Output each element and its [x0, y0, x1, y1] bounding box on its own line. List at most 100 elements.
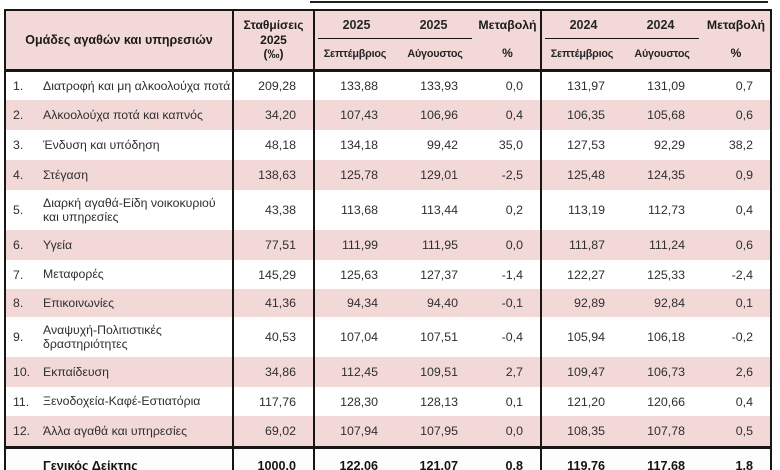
cell-change-2024: 2,6	[735, 365, 753, 379]
cell-index-sep-2024: 125,48	[567, 168, 605, 182]
cell-index-sep-2025: 94,34	[346, 296, 378, 310]
cell-change-2025: 2,7	[475, 357, 542, 387]
cell-change-2024: 0,7	[735, 79, 753, 93]
cell-index-aug-2024: 107,78	[647, 424, 685, 438]
cell-index-sep-2024: 122,27	[567, 267, 605, 282]
cell-category-label: Αλκοολούχα ποτά και καπνός	[43, 107, 203, 122]
header-month-row-2024: Σεπτέμβριος Αύγουστος	[542, 39, 702, 68]
header-weights-line3: (‰)	[263, 47, 284, 62]
cell-category: 11. Ξενοδοχεία-Καφέ-Εστιατόρια	[6, 387, 234, 416]
cell-category-label: Επικοινωνίες	[43, 295, 115, 310]
cell-row-number: 6.	[13, 238, 24, 252]
cell-category: 6. Υγεία	[6, 230, 234, 260]
table-row: 8. Επικοινωνίες 41,36 94,34 94,40 -0,1 9…	[6, 289, 770, 317]
cell-row-number: 9.	[13, 330, 24, 344]
header-year-2025-september: 2025	[342, 17, 371, 32]
cell-category: 7. Μεταφορές	[6, 260, 234, 289]
cell-change-2025: 0,0	[475, 416, 542, 446]
cell-index-aug-2024: 92,29	[653, 138, 685, 152]
cell-change-2024: 0,5	[735, 424, 753, 438]
cell-weight: 209,28	[234, 72, 315, 100]
cell-index-sep-2024: 108,35	[567, 424, 605, 438]
cell-index-sep-2024: 92,89	[573, 296, 605, 310]
cell-index-aug-2024: 106,18	[647, 330, 685, 344]
cell-change-2025: 0,0	[475, 230, 542, 260]
cell-weight: 41,36	[234, 289, 315, 317]
table-row: 5. Διαρκή αγαθά-Είδη νοικοκυριού και υπη…	[6, 190, 770, 230]
general-index-label: Γενικός Δείκτης	[43, 457, 138, 470]
header-month-september-2025: Σεπτέμβριος	[323, 47, 387, 60]
header-groups-of-goods: Ομάδες αγαθών και υπηρεσιών	[6, 11, 234, 69]
cell-change-2025: -1,4	[475, 260, 542, 289]
table-row: 6. Υγεία 77,51 111,99 111,95 0,0 111,87 …	[6, 230, 770, 260]
header-year-2024-august: 2024	[646, 17, 675, 32]
cell-change-2025: 0,1	[475, 387, 542, 416]
cell-index-aug-2025: 111,95	[421, 238, 458, 252]
table-row: 11. Ξενοδοχεία-Καφέ-Εστιατόρια 117,76 12…	[6, 387, 770, 416]
cell-index-sep-2024: 111,87	[568, 238, 605, 252]
cell-index-aug-2024: 124,35	[647, 168, 685, 182]
cell-index-sep-2025: 107,94	[340, 424, 378, 438]
header-change-2025-word: Μεταβολή	[478, 18, 537, 32]
cell-category-label: Ξενοδοχεία-Καφέ-Εστιατόρια	[43, 394, 201, 409]
header-change-2024-percent: %	[730, 46, 742, 60]
cell-index-aug-2025: 106,96	[420, 108, 458, 122]
header-group-2024: 2024 2024 Σεπτέμβριος Αύγουστος	[542, 11, 702, 69]
cell-weight: 48,18	[234, 130, 315, 160]
cell-category-label: Διαρκή αγαθά-Είδη νοικοκυριού και υπηρεσ…	[43, 195, 216, 225]
cell-index-sep-2024: 121,20	[567, 394, 605, 409]
cell-weight: 138,63	[234, 160, 315, 190]
cell-row-number: 8.	[13, 296, 24, 310]
cell-change-2024: 0,9	[735, 168, 753, 182]
cell-category: 5. Διαρκή αγαθά-Είδη νοικοκυριού και υπη…	[6, 190, 234, 230]
cell-change-2024: -0,2	[731, 330, 753, 344]
cell-total-index-aug-2025: 121.07	[419, 459, 458, 470]
cell-change-2024: 0,4	[735, 203, 753, 217]
cell-index-aug-2024: 92,84	[653, 296, 685, 310]
header-year-row-2025: 2025 2025	[318, 11, 472, 39]
cell-index-aug-2024: 125,33	[647, 267, 685, 282]
cell-change-2024: 0,4	[735, 394, 753, 409]
table-row: 7. Μεταφορές 145,29 125,63 127,37 -1,4 1…	[6, 260, 770, 289]
header-month-september-2024: Σεπτέμβριος	[550, 47, 614, 60]
cell-weight: 34,86	[234, 357, 315, 387]
table-row: 3. Ένδυση και υπόδηση 48,18 134,18 99,42…	[6, 130, 770, 160]
header-weights-line1: Σταθμίσεις	[243, 18, 304, 33]
cell-index-sep-2025: 128,30	[340, 394, 378, 409]
cell-change-2024: -2,4	[731, 267, 753, 282]
cell-index-aug-2025: 109,51	[420, 365, 458, 379]
header-change-2024: Μεταβολή %	[702, 11, 770, 69]
cell-row-number: 3.	[13, 138, 24, 152]
table-body: 1. Διατροφή και μη αλκοολούχα ποτά 209,2…	[6, 72, 770, 446]
cell-index-sep-2025: 113,68	[341, 203, 378, 217]
header-year-2025-august: 2025	[419, 17, 448, 32]
cell-index-sep-2025: 107,43	[340, 108, 378, 122]
header-month-august-2025: Αύγουστος	[407, 47, 463, 60]
cell-index-sep-2024: 105,94	[567, 330, 605, 344]
cell-category-label: Διατροφή και μη αλκοολούχα ποτά	[43, 78, 231, 93]
cell-weight: 145,29	[234, 260, 315, 289]
cell-index-aug-2025: 107,51	[420, 330, 458, 344]
cell-index-aug-2025: 127,37	[420, 267, 458, 282]
header-month-august-2024: Αύγουστος	[634, 47, 690, 60]
cell-category: 12. Άλλα αγαθά και υπηρεσίες	[6, 416, 234, 446]
table-row: 4. Στέγαση 138,63 125,78 129,01 -2,5 125…	[6, 160, 770, 190]
cell-index-aug-2024: 120,66	[647, 394, 685, 409]
cell-category-label: Ένδυση και υπόδηση	[43, 137, 160, 152]
header-weights-2025: Σταθμίσεις 2025 (‰)	[234, 11, 315, 69]
cell-general-index-label: Γενικός Δείκτης	[6, 449, 234, 470]
cell-change-2025: 0,4	[475, 100, 542, 130]
cell-weight: 77,51	[234, 230, 315, 260]
cell-index-sep-2025: 107,04	[340, 330, 378, 344]
cell-row-number: 10.	[13, 365, 31, 379]
cell-category-label: Υγεία	[43, 237, 73, 252]
cell-index-aug-2024: 105,68	[647, 108, 685, 122]
cell-category-label: Εκπαίδευση	[43, 364, 109, 379]
cell-category-label: Αναψυχή-Πολιτιστικές δραστηριότητες	[43, 322, 162, 352]
cell-index-sep-2024: 113,19	[568, 203, 605, 217]
table-row: 2. Αλκοολούχα ποτά και καπνός 34,20 107,…	[6, 100, 770, 130]
cell-weight: 117,76	[234, 387, 315, 416]
cell-category-label: Μεταφορές	[43, 267, 104, 282]
cell-row-number: 1.	[13, 79, 24, 93]
